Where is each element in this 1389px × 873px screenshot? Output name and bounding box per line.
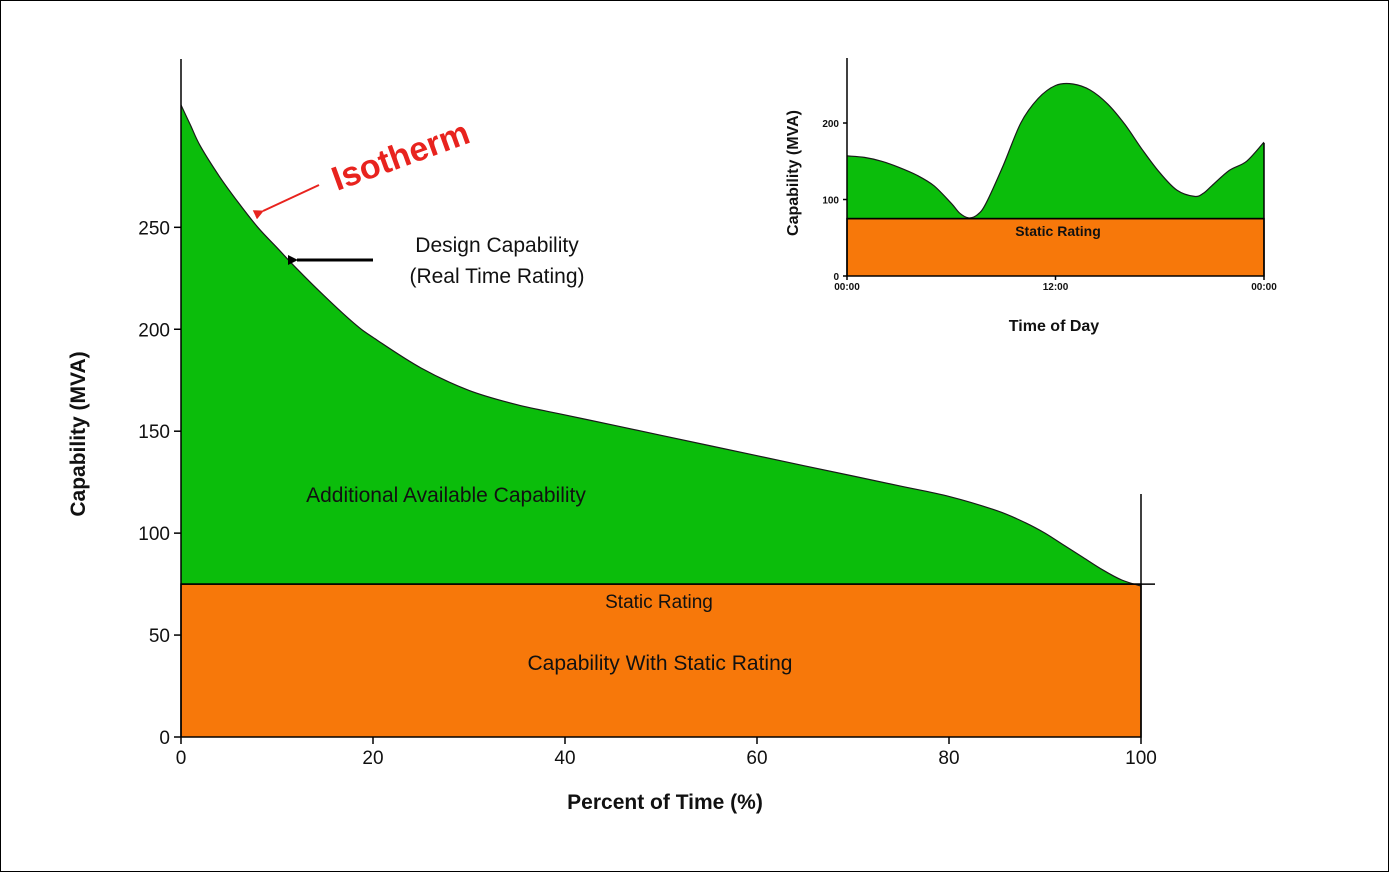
x-tick-label: 80 [938, 748, 959, 769]
x-tick-label: 0 [176, 748, 187, 769]
label-additional-capability: Additional Available Capability [306, 484, 586, 507]
x-tick-label: 60 [746, 748, 767, 769]
main-series-design-capability-area [181, 105, 1141, 587]
isotherm-arrow [252, 184, 320, 220]
inset-label-static-rating: Static Rating [1015, 223, 1101, 239]
x-tick-label: 40 [554, 748, 575, 769]
y-tick-label: 0 [833, 272, 839, 283]
inset-y-axis-title: Capability (MVA) [785, 110, 802, 236]
inset-series-real-time-line [846, 82, 1265, 219]
main-x-ticks: 0 20 40 60 80 100 [176, 737, 1157, 769]
y-tick-label: 0 [159, 728, 170, 749]
y-tick-label: 150 [138, 422, 170, 443]
x-tick-label: 100 [1125, 748, 1157, 769]
x-tick-label: 12:00 [1043, 282, 1069, 293]
y-tick-label: 100 [138, 524, 170, 545]
inset-x-ticks: 00:00 12:00 00:00 [834, 276, 1277, 293]
y-tick-label: 100 [822, 196, 839, 207]
x-tick-label: 00:00 [1251, 282, 1277, 293]
inset-y-ticks: 0 100 200 [822, 119, 847, 283]
y-tick-label: 50 [149, 626, 170, 647]
x-tick-label: 20 [362, 748, 383, 769]
main-y-ticks: 0 50 100 150 200 250 [138, 218, 181, 749]
y-tick-label: 250 [138, 218, 170, 239]
main-series-static-rating-area [180, 583, 1142, 738]
label-isotherm: Isotherm [327, 114, 475, 199]
main-y-axis-title: Capability (MVA) [67, 351, 90, 516]
label-static-rating: Static Rating [605, 592, 713, 613]
label-real-time-rating: (Real Time Rating) [409, 265, 584, 288]
y-tick-label: 200 [138, 320, 170, 341]
x-tick-label: 00:00 [834, 282, 860, 293]
inset-x-axis-title: Time of Day [1009, 318, 1100, 335]
inset-series-real-time-area [847, 83, 1264, 219]
y-tick-label: 200 [822, 119, 839, 130]
label-capability-static: Capability With Static Rating [528, 652, 793, 675]
main-chart: 0 50 100 150 200 250 0 20 40 60 80 100 Percent of … [67, 59, 1157, 814]
label-design-capability: Design Capability [415, 234, 579, 257]
main-x-axis-title: Percent of Time (%) [567, 791, 763, 814]
main-series-design-capability-line [180, 104, 1142, 587]
inset-chart: 0 100 200 00:00 12:00 00:00 Time of Day Capa… [785, 58, 1277, 335]
